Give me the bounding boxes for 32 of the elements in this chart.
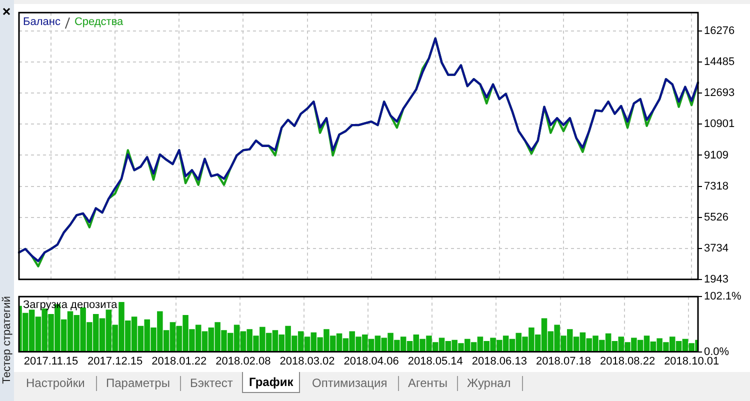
y-tick-label: 3734 — [704, 242, 728, 254]
text: Бэктест — [190, 375, 233, 392]
text: Оптимизация — [312, 375, 388, 392]
text: Параметры — [106, 375, 170, 392]
y-tick-label: 14485 — [704, 56, 735, 68]
chart-title: Загрузка депозита — [23, 299, 118, 312]
x-tick-label: 2018.10.01 — [664, 355, 720, 368]
x-tick-label: 2018.02.08 — [216, 355, 271, 368]
y-tick-label: 5526 — [704, 211, 728, 224]
text: Тестер стратегий — [0, 295, 14, 386]
x-tick-label: 2018.04.06 — [344, 355, 399, 368]
x-tick-label: 2017.12.15 — [88, 355, 143, 368]
text: Средства — [74, 16, 124, 28]
y-tick-label: 102.1% — [704, 290, 742, 303]
x-tick-label: 2017.11.15 — [24, 355, 78, 368]
y-tick-label: 7318 — [704, 180, 728, 192]
x-tick-label: 2018.01.22 — [152, 355, 207, 368]
x-tick-label: 2018.08.22 — [600, 355, 656, 368]
text: Агенты — [408, 375, 448, 392]
x-tick-label: 2018.07.18 — [536, 355, 592, 368]
y-tick-label: 0.0% — [704, 346, 730, 358]
y-tick-label: 9109 — [704, 149, 728, 162]
y-tick-label: 1943 — [704, 273, 728, 286]
x-tick-label: 2018.06.13 — [472, 355, 527, 368]
x-tick-label: 2018.05.14 — [408, 355, 463, 368]
x-tick-label: 2018.03.02 — [280, 355, 335, 368]
text: Баланс — [23, 16, 61, 28]
y-tick-label: 10901 — [704, 118, 735, 130]
text: Журнал — [467, 375, 511, 392]
text: Настройки — [26, 375, 85, 392]
y-tick-label: 12693 — [704, 87, 735, 100]
y-tick-label: 16276 — [704, 25, 735, 38]
